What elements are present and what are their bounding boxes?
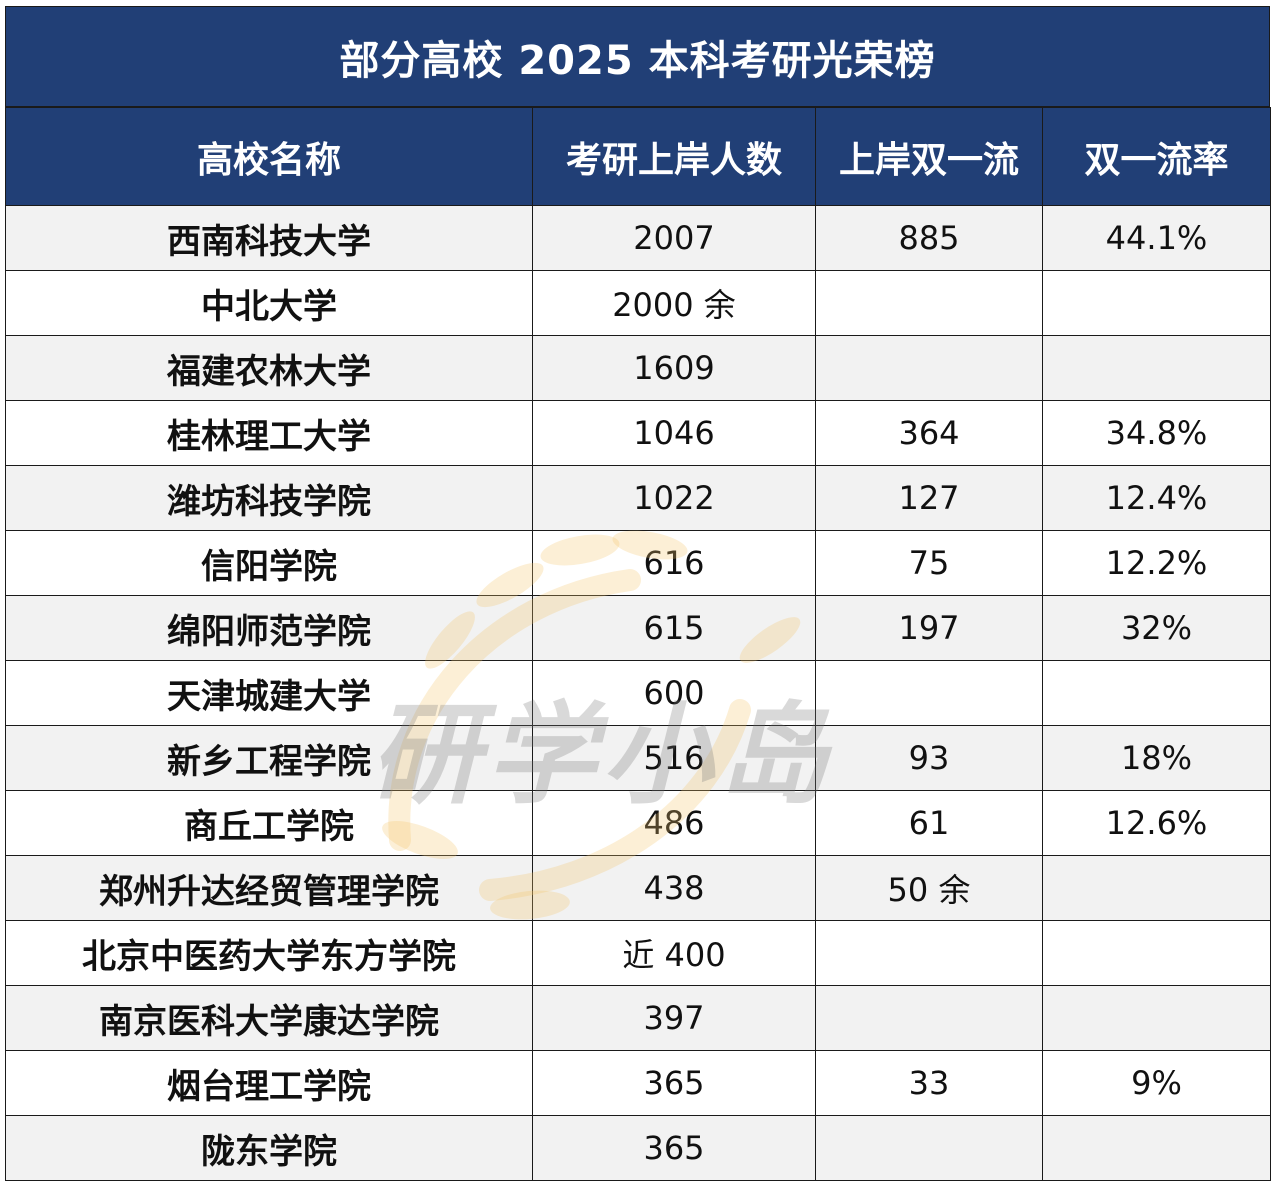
- table-row: 潍坊科技学院 1022 127 12.4%: [5, 465, 1271, 531]
- table-row: 信阳学院 616 75 12.2%: [5, 530, 1271, 596]
- double-first-class-cell: 364: [815, 400, 1043, 466]
- ranking-table-container: 部分高校 2025 本科考研光荣榜 高校名称 考研上岸人数 上岸双一流 双一流率…: [5, 6, 1271, 1194]
- double-first-class-cell: [815, 985, 1043, 1051]
- school-name-cell: 绵阳师范学院: [5, 595, 533, 661]
- rate-cell: 12.4%: [1042, 465, 1271, 531]
- table-row: 烟台理工学院 365 33 9%: [5, 1050, 1271, 1116]
- school-name-cell: 天津城建大学: [5, 660, 533, 726]
- exam-count-cell: 397: [532, 985, 816, 1051]
- table-row: 郑州升达经贸管理学院 438 50 余: [5, 855, 1271, 921]
- rate-cell: [1042, 270, 1271, 336]
- exam-count-cell: 600: [532, 660, 816, 726]
- rate-cell: 34.8%: [1042, 400, 1271, 466]
- exam-count-cell: 365: [532, 1115, 816, 1181]
- exam-count-cell: 615: [532, 595, 816, 661]
- table-row: 西南科技大学 2007 885 44.1%: [5, 205, 1271, 271]
- school-name-cell: 中北大学: [5, 270, 533, 336]
- table-row: 绵阳师范学院 615 197 32%: [5, 595, 1271, 661]
- rate-cell: [1042, 855, 1271, 921]
- school-name-cell: 桂林理工大学: [5, 400, 533, 466]
- table-row: 桂林理工大学 1046 364 34.8%: [5, 400, 1271, 466]
- school-name-cell: 北京中医药大学东方学院: [5, 920, 533, 986]
- double-first-class-cell: 885: [815, 205, 1043, 271]
- school-name-cell: 陇东学院: [5, 1115, 533, 1181]
- exam-count-cell: 486: [532, 790, 816, 856]
- exam-count-cell: 1022: [532, 465, 816, 531]
- school-name-cell: 新乡工程学院: [5, 725, 533, 791]
- rate-cell: 9%: [1042, 1050, 1271, 1116]
- double-first-class-cell: 127: [815, 465, 1043, 531]
- school-name-cell: 商丘工学院: [5, 790, 533, 856]
- rate-cell: [1042, 920, 1271, 986]
- double-first-class-cell: [815, 270, 1043, 336]
- exam-count-cell: 516: [532, 725, 816, 791]
- exam-count-cell: 616: [532, 530, 816, 596]
- page-title: 部分高校 2025 本科考研光荣榜: [5, 6, 1270, 107]
- table-row: 北京中医药大学东方学院近 400: [5, 920, 1271, 986]
- rate-cell: 12.2%: [1042, 530, 1271, 596]
- ranking-table: 高校名称 考研上岸人数 上岸双一流 双一流率 西南科技大学 2007 885 44.1…: [5, 107, 1271, 1181]
- rate-cell: 12.6%: [1042, 790, 1271, 856]
- table-row: 天津城建大学 600: [5, 660, 1271, 726]
- school-name-cell: 信阳学院: [5, 530, 533, 596]
- double-first-class-cell: 50 余: [815, 855, 1043, 921]
- exam-count-cell: 365: [532, 1050, 816, 1116]
- double-first-class-cell: 33: [815, 1050, 1043, 1116]
- rate-cell: [1042, 335, 1271, 401]
- column-header-double-first-class: 上岸双一流: [815, 107, 1043, 206]
- double-first-class-cell: [815, 920, 1043, 986]
- table-body: 西南科技大学 2007 885 44.1% 中北大学 2000 余福建农林大学 1609 桂林…: [5, 205, 1271, 1181]
- school-name-cell: 烟台理工学院: [5, 1050, 533, 1116]
- exam-count-cell: 2000 余: [532, 270, 816, 336]
- rate-cell: 18%: [1042, 725, 1271, 791]
- exam-count-cell: 1046: [532, 400, 816, 466]
- school-name-cell: 南京医科大学康达学院: [5, 985, 533, 1051]
- exam-count-cell: 1609: [532, 335, 816, 401]
- exam-count-cell: 近 400: [532, 920, 816, 986]
- column-header-school: 高校名称: [5, 107, 533, 206]
- school-name-cell: 郑州升达经贸管理学院: [5, 855, 533, 921]
- table-row: 福建农林大学 1609: [5, 335, 1271, 401]
- rate-cell: [1042, 985, 1271, 1051]
- double-first-class-cell: 61: [815, 790, 1043, 856]
- school-name-cell: 潍坊科技学院: [5, 465, 533, 531]
- column-header-rate: 双一流率: [1042, 107, 1271, 206]
- table-row: 商丘工学院 486 61 12.6%: [5, 790, 1271, 856]
- double-first-class-cell: [815, 1115, 1043, 1181]
- rate-cell: [1042, 1115, 1271, 1181]
- double-first-class-cell: 197: [815, 595, 1043, 661]
- double-first-class-cell: 93: [815, 725, 1043, 791]
- table-row: 南京医科大学康达学院 397: [5, 985, 1271, 1051]
- rate-cell: 44.1%: [1042, 205, 1271, 271]
- school-name-cell: 西南科技大学: [5, 205, 533, 271]
- exam-count-cell: 438: [532, 855, 816, 921]
- table-row: 中北大学 2000 余: [5, 270, 1271, 336]
- school-name-cell: 福建农林大学: [5, 335, 533, 401]
- double-first-class-cell: [815, 660, 1043, 726]
- exam-count-cell: 2007: [532, 205, 816, 271]
- rate-cell: 32%: [1042, 595, 1271, 661]
- double-first-class-cell: [815, 335, 1043, 401]
- rate-cell: [1042, 660, 1271, 726]
- table-row: 陇东学院 365: [5, 1115, 1271, 1181]
- double-first-class-cell: 75: [815, 530, 1043, 596]
- table-row: 新乡工程学院 516 93 18%: [5, 725, 1271, 791]
- header-row: 高校名称 考研上岸人数 上岸双一流 双一流率: [5, 107, 1271, 206]
- column-header-count: 考研上岸人数: [532, 107, 816, 206]
